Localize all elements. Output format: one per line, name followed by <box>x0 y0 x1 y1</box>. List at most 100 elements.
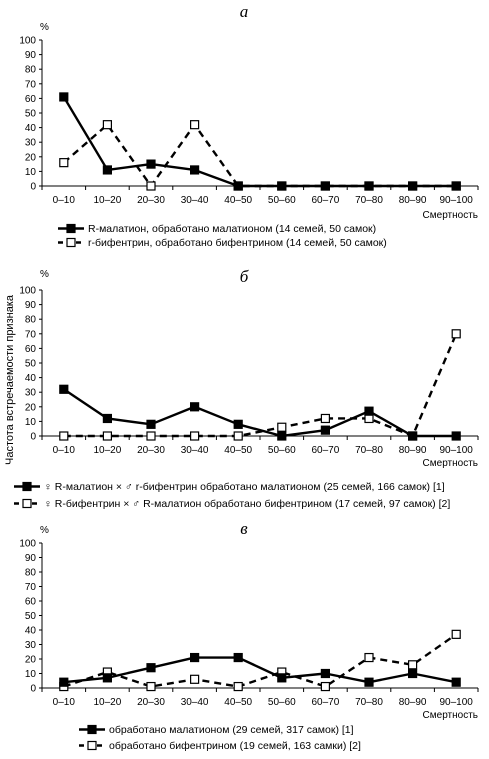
legend: ♀ R-малатион × ♂ r-бифентрин обработано … <box>14 481 450 510</box>
data-point <box>364 406 374 416</box>
x-tick-label: 40–50 <box>224 195 252 206</box>
data-point <box>408 431 418 441</box>
data-point <box>102 673 113 683</box>
x-tick-label: 0–10 <box>53 195 76 206</box>
data-point <box>59 384 69 394</box>
chart-panel-2: б% 0 10 20 30 40 50 60 70 80 90 100 0–10 10–20 20–30 30… <box>14 267 479 510</box>
x-tick-label: 50–60 <box>268 195 296 206</box>
series-1 <box>59 652 461 687</box>
data-point <box>102 165 113 175</box>
series-line <box>63 633 457 688</box>
chart-panel-3: в% 0 10 20 30 40 50 60 70 80 90 100 0–10 10–20 20–30 30… <box>19 519 479 752</box>
y-tick-label: 40 <box>25 373 37 384</box>
y-tick-label: 80 <box>25 568 37 579</box>
legend: R-малатион, обработано малатионом (14 се… <box>58 223 387 249</box>
x-tick-label: 40–50 <box>224 697 252 708</box>
series-line <box>63 333 458 438</box>
x-tick-label: 80–90 <box>399 195 427 206</box>
x-tick-label: 80–90 <box>399 697 427 708</box>
legend-marker <box>22 498 32 509</box>
series-2 <box>59 629 461 692</box>
data-point <box>277 431 287 441</box>
data-point <box>146 181 156 191</box>
legend-marker <box>87 724 97 735</box>
data-point <box>59 431 69 441</box>
x-tick-label: 70–80 <box>355 697 383 708</box>
x-tick-label: 30–40 <box>181 445 209 456</box>
x-tick-label: 10–20 <box>93 697 121 708</box>
y-tick-label: 40 <box>25 123 37 134</box>
legend-entry: r-бифентрин, обработано бифентрином (14 … <box>88 237 387 249</box>
x-tick-label: 50–60 <box>268 445 296 456</box>
series-2 <box>59 329 461 441</box>
y-tick-label: 30 <box>25 138 37 149</box>
data-point <box>59 158 69 168</box>
x-tick-label: 60–70 <box>311 445 339 456</box>
data-point <box>320 413 330 424</box>
y-tick-label: 30 <box>25 640 37 651</box>
y-tick-label: 10 <box>25 669 37 680</box>
x-tick-label: 80–90 <box>399 445 427 456</box>
data-point <box>190 431 200 441</box>
data-point <box>277 422 287 432</box>
y-tick-label: 0 <box>30 684 36 695</box>
y-tick-label: 0 <box>30 182 36 193</box>
y-unit-label: % <box>40 22 49 33</box>
legend-marker <box>66 223 76 234</box>
y-tick-label: 50 <box>25 109 37 120</box>
y-tick-label: 10 <box>25 417 37 428</box>
data-point <box>364 677 374 687</box>
data-point <box>190 120 200 130</box>
data-point <box>364 181 374 191</box>
data-point <box>102 413 113 424</box>
y-tick-label: 20 <box>25 655 37 666</box>
y-tick-label: 70 <box>25 582 37 593</box>
x-axis-label: Смертность <box>423 210 478 221</box>
x-tick-label: 30–40 <box>181 195 209 206</box>
x-tick-label: 60–70 <box>311 697 339 708</box>
data-point <box>320 681 330 692</box>
y-tick-label: 0 <box>30 432 36 443</box>
data-point <box>233 431 243 441</box>
y-tick-label: 90 <box>25 50 37 61</box>
y-tick-label: 50 <box>25 611 37 622</box>
y-tick-label: 20 <box>25 402 37 413</box>
data-point <box>451 629 461 639</box>
y-tick-label: 40 <box>25 626 37 637</box>
chart-panel-1: а% 0 10 20 30 40 50 60 70 80 90 100 0–10 10–20 20–30 30… <box>19 2 479 249</box>
y-tick-label: 10 <box>25 167 37 178</box>
y-tick-label: 100 <box>19 286 36 297</box>
series-1 <box>59 92 461 191</box>
data-point <box>320 181 330 191</box>
series-1 <box>59 384 461 441</box>
data-point <box>364 652 374 663</box>
x-axis-label: Смертность <box>423 710 478 721</box>
y-tick-label: 70 <box>25 329 37 340</box>
data-point <box>59 677 69 687</box>
panel-letter: в <box>240 519 248 538</box>
y-axis-label: Частота встречаемости признака <box>4 294 16 465</box>
y-tick-label: 80 <box>25 65 37 76</box>
y-tick-label: 100 <box>19 539 36 550</box>
x-tick-label: 50–60 <box>268 697 296 708</box>
y-tick-label: 100 <box>19 36 36 47</box>
legend-entry: ♀ R-бифентрин × ♂ R-малатион обработано … <box>44 498 450 510</box>
y-tick-label: 70 <box>25 79 37 90</box>
legend-marker <box>87 740 97 751</box>
data-point <box>408 668 418 679</box>
data-point <box>102 120 113 130</box>
data-point <box>320 668 330 679</box>
data-point <box>190 165 200 175</box>
data-point <box>320 425 330 435</box>
y-unit-label: % <box>40 525 49 536</box>
data-point <box>146 431 156 441</box>
data-point <box>408 181 418 191</box>
legend-entry: обработано бифентрином (19 семей, 163 са… <box>109 740 361 752</box>
x-tick-label: 0–10 <box>53 697 76 708</box>
y-tick-label: 60 <box>25 344 37 355</box>
x-tick-label: 10–20 <box>93 195 121 206</box>
data-point <box>190 674 200 684</box>
data-point <box>190 652 200 663</box>
data-point <box>277 673 287 683</box>
x-tick-label: 60–70 <box>311 195 339 206</box>
